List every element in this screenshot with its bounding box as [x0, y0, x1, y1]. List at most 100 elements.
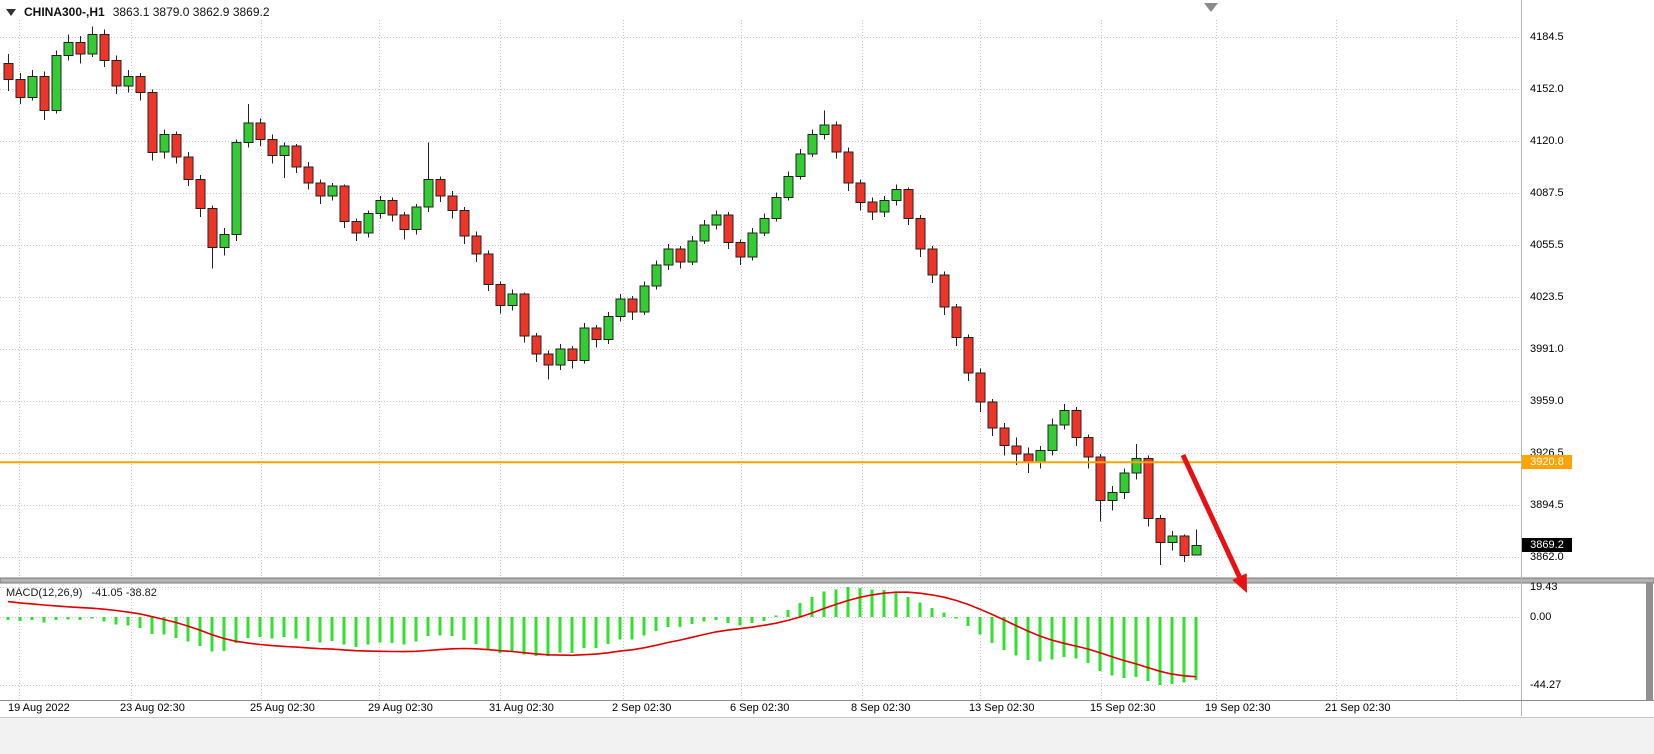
time-axis: 19 Aug 2022 23 Aug 02:30 25 Aug 02:30 29 Au… [0, 701, 1654, 716]
candle-down [267, 134, 278, 164]
candle-down [915, 215, 926, 258]
candle-up [159, 129, 170, 159]
panel-separator[interactable] [0, 577, 1654, 584]
candle-down [903, 187, 914, 225]
candle-up [423, 142, 434, 212]
candle-down [675, 245, 686, 269]
candle-down [495, 281, 506, 314]
candle-up [375, 195, 386, 219]
candle-down [75, 36, 86, 64]
candle-down [1071, 407, 1082, 446]
candle-down [471, 231, 482, 262]
candle-up [651, 260, 662, 290]
candle-down [1155, 515, 1166, 566]
candle-down [459, 207, 470, 245]
candle-down [1083, 434, 1094, 469]
candle-down [531, 332, 542, 362]
candle-up [219, 228, 230, 256]
candle-up [363, 210, 374, 238]
candle-up [243, 103, 254, 148]
time-axis-label: 23 Aug 02:30 [120, 702, 185, 714]
candle-up [783, 171, 794, 201]
candle-down [723, 211, 734, 249]
candle-down [147, 89, 158, 161]
candle-down [939, 271, 950, 316]
candle-up [51, 50, 62, 114]
candle-down [483, 250, 494, 291]
candle-down [855, 179, 866, 211]
candle-down [339, 184, 350, 228]
scrollbar-thumb[interactable] [1646, 582, 1653, 700]
candle-up [123, 70, 134, 93]
candle-down [39, 71, 50, 120]
one-click-trading-icon[interactable] [6, 8, 16, 16]
candle-up [1047, 418, 1058, 456]
candle-down [303, 161, 314, 190]
time-axis-label: 15 Sep 02:30 [1090, 702, 1156, 714]
candle-down [519, 292, 530, 343]
candle-down [315, 179, 326, 204]
candle-down [15, 73, 26, 104]
candle-down [999, 423, 1010, 456]
candle-up [891, 184, 902, 206]
candle-down [351, 218, 362, 241]
candle-down [171, 131, 182, 164]
symbol-timeframe-label: CHINA300-,H1 [24, 5, 105, 19]
candle-up [231, 139, 242, 241]
trend-arrow[interactable] [1180, 453, 1247, 593]
candlesticks [3, 26, 1202, 566]
macd-title: MACD(12,26,9) [6, 587, 83, 599]
candle-down [447, 190, 458, 219]
candle-down [975, 368, 986, 412]
price-axis-label: 3991.0 [1530, 343, 1564, 355]
candle-down [111, 55, 122, 95]
candle-up [747, 228, 758, 261]
candle-up [771, 192, 782, 222]
candle-up [711, 210, 722, 230]
price-axis-label: 4023.5 [1530, 291, 1564, 303]
macd-signal-line [7, 591, 1197, 678]
candle-down [567, 345, 578, 369]
candle-down [1095, 453, 1106, 522]
candle-up [87, 26, 98, 58]
candle-up [1107, 486, 1118, 511]
candle-down [1179, 534, 1190, 562]
price-axis-label: 3862.0 [1530, 551, 1564, 563]
macd-values: -41.05 -38.82 [91, 587, 157, 599]
candle-up [579, 323, 590, 364]
candle-down [387, 197, 398, 222]
price-axis-label: 3959.0 [1530, 395, 1564, 407]
candle-down [1011, 437, 1022, 466]
time-axis-label: 21 Sep 02:30 [1325, 702, 1391, 714]
candle-down [831, 121, 842, 159]
candle-down [399, 211, 410, 240]
hline-price-tag: 3920.8 [1522, 455, 1572, 469]
candle-up [819, 110, 830, 140]
time-axis-label: 8 Sep 02:30 [851, 702, 911, 714]
price-axis-label: 4087.5 [1530, 187, 1564, 199]
candle-down [255, 118, 266, 146]
candle-down [927, 245, 938, 283]
candle-down [843, 147, 854, 191]
chart-shift-marker-icon[interactable] [1204, 3, 1218, 12]
gridlines [0, 20, 1521, 700]
candle-up [879, 195, 890, 217]
price-axis-label: 3894.5 [1530, 499, 1564, 511]
macd-axis-label: -44.27 [1530, 679, 1562, 691]
candle-up [795, 149, 806, 180]
time-axis-label: 2 Sep 02:30 [612, 702, 672, 714]
candle-down [1143, 455, 1154, 527]
candle-down [867, 197, 878, 220]
time-axis-label: 6 Sep 02:30 [730, 702, 790, 714]
candle-down [3, 53, 14, 91]
ohlc-values: 3863.1 3879.0 3862.9 3869.2 [112, 5, 270, 19]
candle-up [1035, 445, 1046, 469]
price-axis-label: 4184.5 [1530, 31, 1564, 43]
candle-up [687, 236, 698, 266]
candle-up [699, 220, 710, 245]
macd-indicator-label: MACD(12,26,9) -41.05 -38.82 [6, 587, 163, 599]
candle-down [1023, 447, 1034, 474]
time-axis-label: 19 Sep 02:30 [1205, 702, 1271, 714]
price-axis-label: 4152.0 [1530, 83, 1564, 95]
